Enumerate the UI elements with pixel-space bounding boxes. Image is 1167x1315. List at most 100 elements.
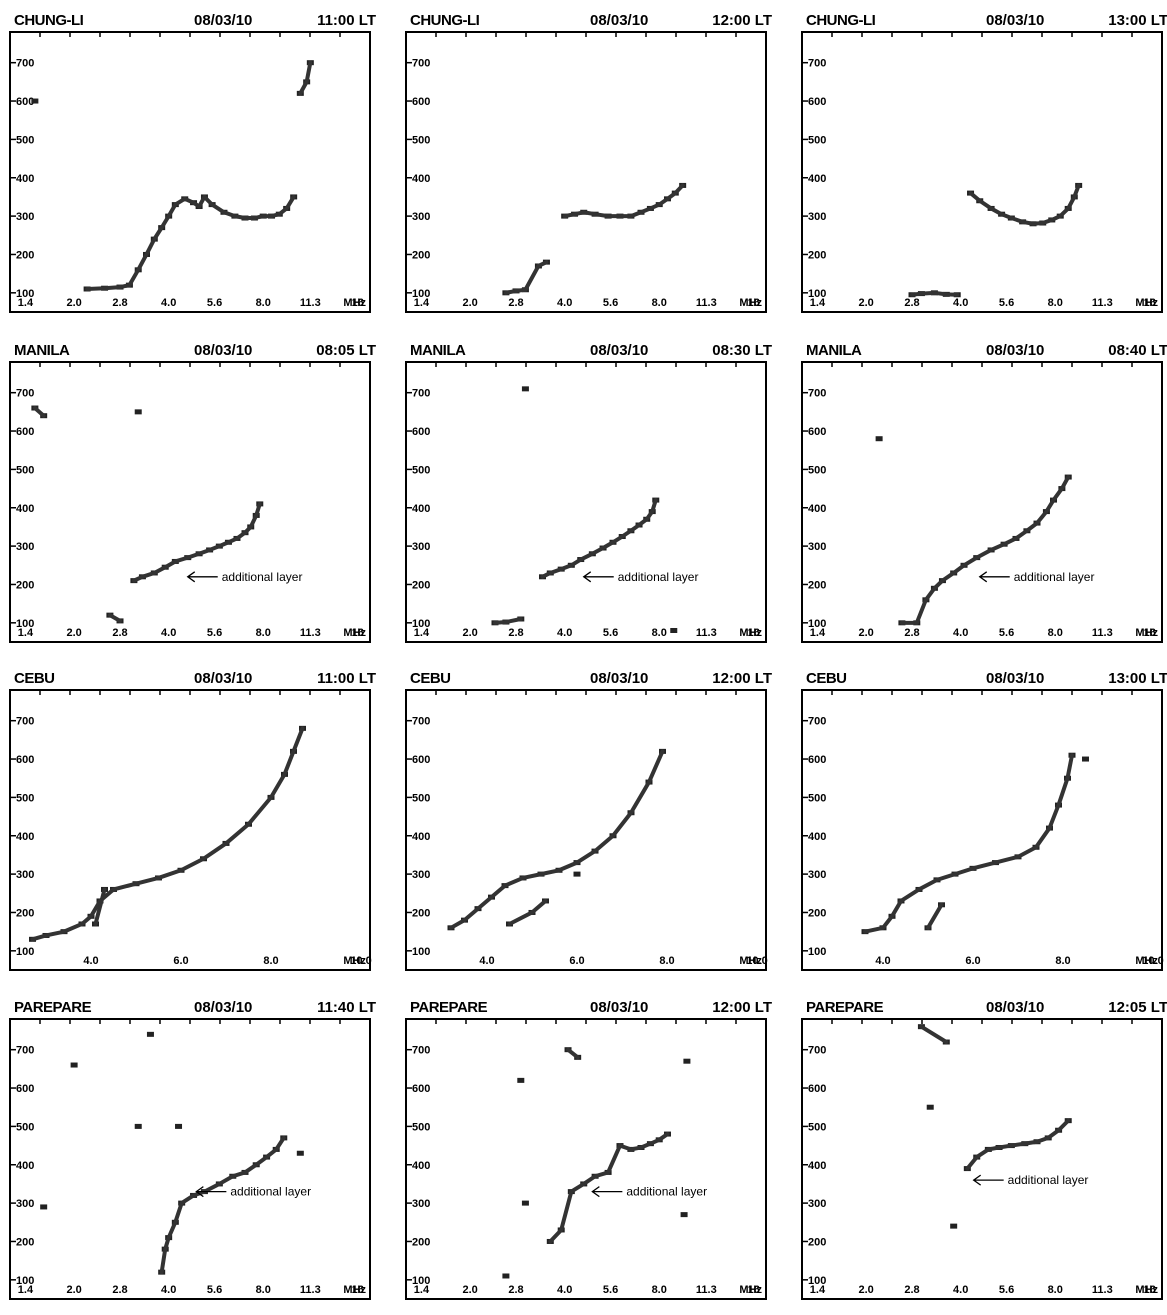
trace-segment	[298, 79, 309, 96]
x-tick-label: 2.0	[858, 1284, 873, 1296]
panel-header: CHUNG-LI 08/03/10 11:00 LT	[8, 8, 380, 30]
x-tick-label: 1.4	[810, 297, 826, 309]
x-tick-label: 1.4	[414, 627, 430, 639]
trace-point	[70, 1062, 78, 1068]
y-tick-label: 300	[16, 1198, 34, 1210]
y-tick-label: 300	[16, 211, 34, 223]
y-tick-label: 600	[808, 426, 826, 438]
x-unit-label: MHz	[739, 1284, 762, 1296]
time-label: 13:00 LT	[1108, 12, 1167, 29]
trace-segment	[44, 929, 66, 938]
trace-segment	[951, 563, 967, 575]
x-tick-label: 16	[748, 627, 760, 639]
ionogram-panel: CHUNG-LI 08/03/10 11:00 LT 100 200 300 400 500 6…	[8, 8, 380, 323]
trace-segment	[629, 780, 651, 815]
trace-segment	[566, 1047, 580, 1060]
y-tick-label: 600	[16, 426, 34, 438]
trace-segment	[899, 887, 921, 903]
trace-segment	[974, 1147, 991, 1160]
plot-frame	[405, 689, 767, 971]
trace-point	[670, 627, 678, 633]
station-label: MANILA	[14, 342, 70, 359]
trace-point	[31, 98, 39, 104]
x-unit-label: MHz	[739, 297, 762, 309]
ionogram-panel: CEBU 08/03/10 13:00 LT 100 200 300 400 500 600 70…	[800, 666, 1167, 981]
ionogram-plot: 100 200 300 400 500 600 700 1.4 2.0 2.8 4.0 5.6 8.0 1…	[405, 1018, 767, 1300]
x-tick-label: 11.3	[300, 297, 321, 309]
ionogram-panel: MANILA 08/03/10 08:05 LT 100 200 300 400 500 600…	[8, 338, 380, 653]
trace-segment	[93, 887, 107, 926]
x-tick-label: 11.3	[300, 627, 321, 639]
x-unit-label: MHz	[1135, 297, 1158, 309]
x-tick-label: 1.4	[810, 627, 826, 639]
ionogram-plot: 100 200 300 400 500 600 700 1.4 2.0 2.8 4.0 5.6 8.0 1…	[9, 31, 371, 313]
y-tick-label: 200	[412, 249, 430, 261]
trace-segment	[926, 902, 944, 930]
ionogram-panel: CHUNG-LI 08/03/10 12:00 LT 100 200 300 400 500 6…	[404, 8, 776, 323]
y-tick-label: 400	[412, 173, 430, 185]
time-label: 12:00 LT	[712, 999, 772, 1016]
x-tick-label: 5.6	[999, 627, 1014, 639]
trace-segment	[962, 555, 979, 568]
station-label: CHUNG-LI	[806, 12, 876, 29]
trace-segment	[548, 1227, 564, 1244]
panel-header: PAREPARE 08/03/10 12:00 LT	[404, 995, 776, 1017]
y-tick-label: 700	[808, 716, 826, 728]
trace-segment	[224, 822, 251, 846]
y-tick-label: 700	[808, 1045, 826, 1057]
trace-segment	[1072, 183, 1081, 199]
x-tick-label: 5.6	[207, 297, 222, 309]
time-label: 12:00 LT	[712, 670, 772, 687]
trace-segment	[159, 214, 171, 230]
date-label: 08/03/10	[986, 670, 1045, 687]
x-tick-label: 6.0	[173, 955, 188, 967]
y-tick-label: 700	[16, 716, 34, 728]
trace-segment	[503, 875, 525, 888]
trace-segment	[202, 1181, 222, 1194]
trace-point	[521, 1200, 529, 1206]
y-tick-label: 400	[16, 173, 34, 185]
trace-segment	[1013, 528, 1029, 541]
trace-segment	[1056, 1118, 1071, 1133]
trace-segment	[166, 1220, 178, 1240]
y-tick-label: 100	[808, 618, 826, 630]
trace-segment	[881, 914, 894, 930]
annotation-text: additional layer	[1008, 1173, 1089, 1187]
date-label: 08/03/10	[194, 670, 253, 687]
station-label: CHUNG-LI	[410, 12, 480, 29]
panel-header: CHUNG-LI 08/03/10 13:00 LT	[800, 8, 1167, 30]
trace-segment	[503, 616, 523, 625]
trace-segment	[575, 849, 597, 865]
x-tick-label: 4.0	[557, 297, 572, 309]
y-tick-label: 100	[16, 618, 34, 630]
trace-point	[683, 1058, 691, 1064]
trace-segment	[1009, 1141, 1027, 1148]
y-tick-label: 700	[412, 58, 430, 70]
x-unit-label: MHz	[343, 297, 366, 309]
trace-segment	[136, 252, 149, 272]
x-tick-label: 5.6	[603, 1284, 618, 1296]
station-label: CEBU	[14, 670, 55, 687]
trace-segment	[274, 1135, 286, 1152]
trace-segment	[940, 570, 956, 583]
y-tick-label: 500	[16, 464, 34, 476]
trace-segment	[606, 1143, 622, 1175]
y-tick-label: 500	[16, 134, 34, 146]
annotation-text: additional layer	[1014, 570, 1095, 584]
trace-segment	[144, 237, 157, 257]
x-tick-label: 8.0	[1055, 955, 1070, 967]
annotation-text: additional layer	[222, 570, 303, 584]
annotation-arrow	[591, 1186, 623, 1198]
annotation-text: additional layer	[626, 1185, 707, 1199]
trace-segment	[476, 895, 494, 911]
ionogram-panel: MANILA 08/03/10 08:40 LT 100 200 300 400 500 600…	[800, 338, 1167, 653]
x-tick-label: 2.0	[858, 627, 873, 639]
panel-header: MANILA 08/03/10 08:30 LT	[404, 338, 776, 360]
y-tick-label: 300	[808, 1198, 826, 1210]
ionogram-panel: CEBU 08/03/10 11:00 LT 100 200 300 400 500 600 70…	[8, 666, 380, 981]
y-tick-label: 400	[808, 173, 826, 185]
x-tick-label: 11.3	[300, 1284, 321, 1296]
ionogram-panel: CEBU 08/03/10 12:00 LT 100 200 300 400 500 600 70…	[404, 666, 776, 981]
